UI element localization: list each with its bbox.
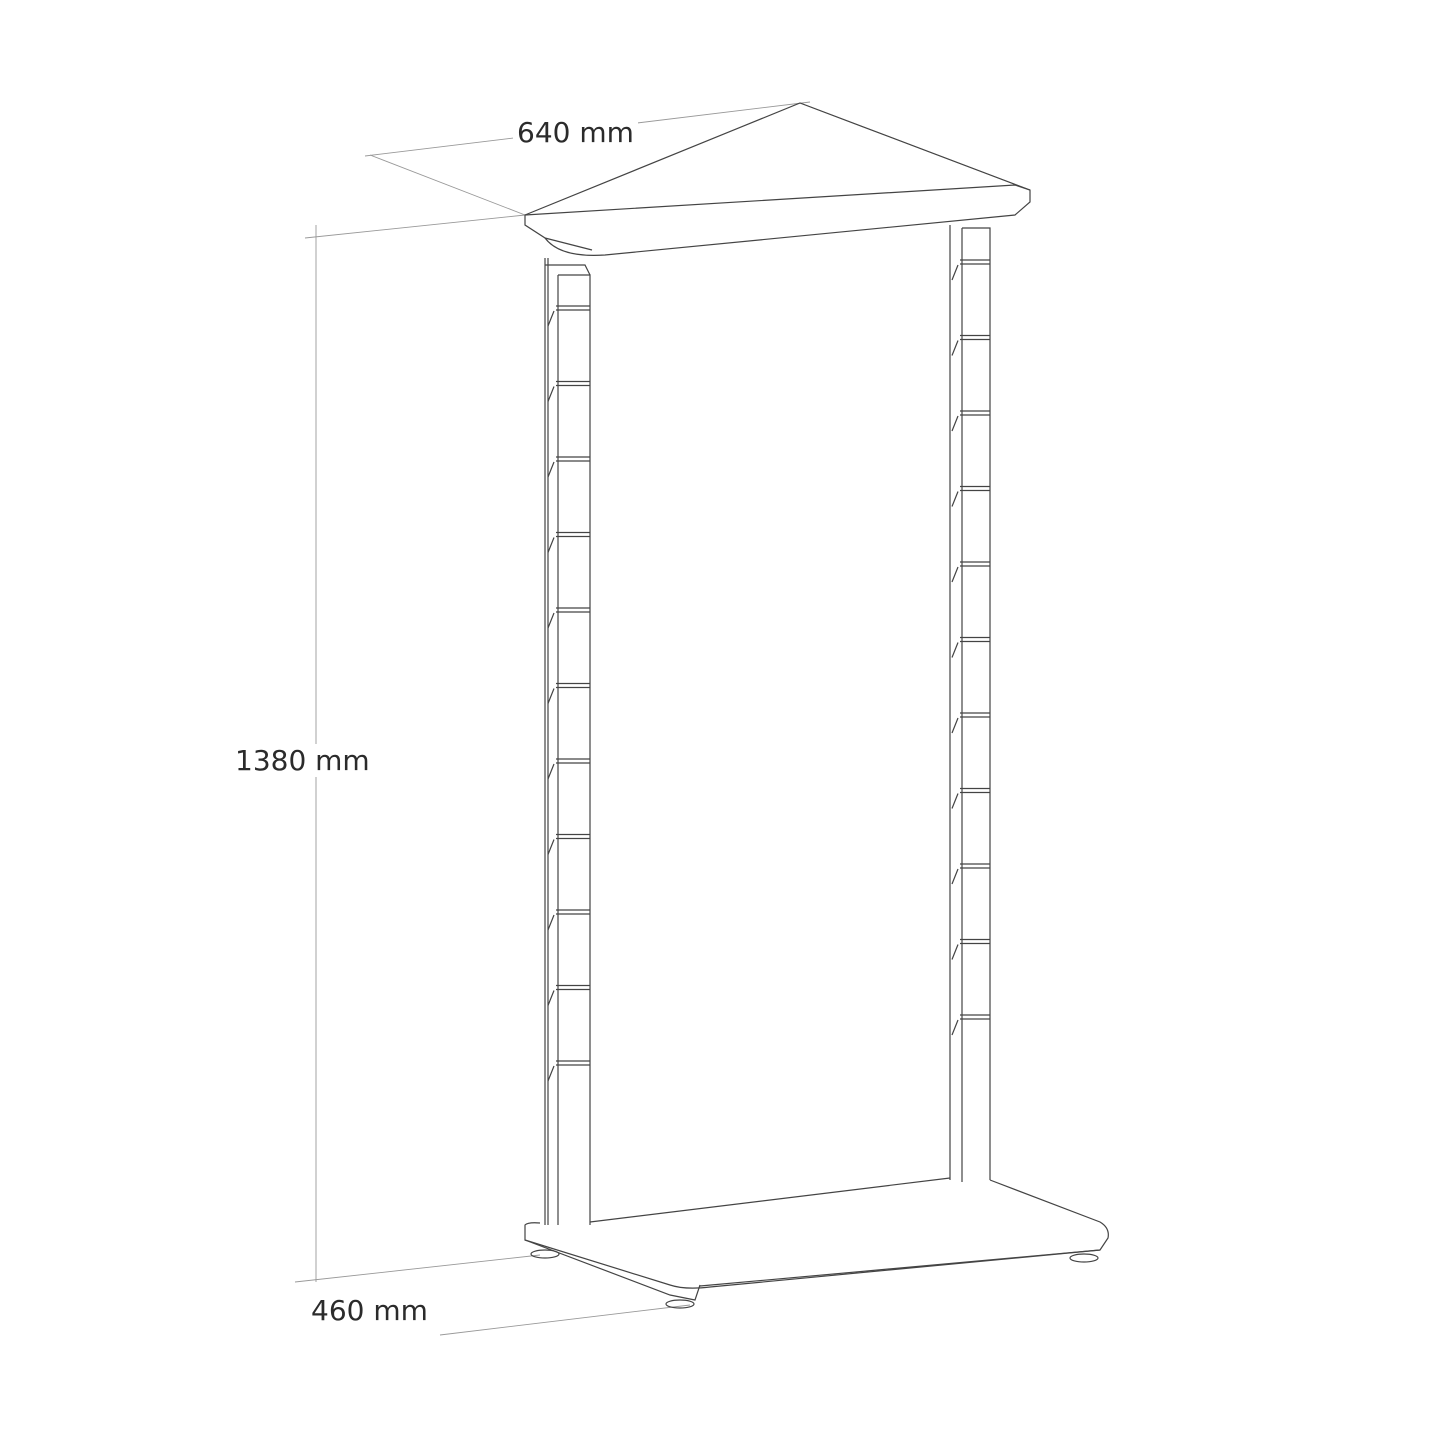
post-slot [951,410,990,432]
post-slot [951,259,990,281]
post-slot [547,607,590,629]
post-slots [547,259,990,1082]
width-extension-left [369,154,526,216]
post-slot [547,305,590,327]
depth-label: 460 mm [307,1294,432,1327]
post-slot [547,909,590,931]
post-slot [951,863,990,885]
post-slot [951,938,990,960]
post-slot [547,833,590,855]
foot-left-back [530,1249,560,1259]
post-slot [951,787,990,809]
base [524,1177,1109,1309]
foot-right [1069,1253,1099,1263]
post-slot [951,636,990,658]
depth-dimension-line [439,1304,691,1336]
right-post [949,225,991,1182]
left-post [544,258,591,1225]
top-panel [524,102,1031,256]
foot-left-front [665,1299,695,1309]
width-label: 640 mm [513,116,638,149]
post-slot [951,561,990,583]
post-slot [951,334,990,356]
post-slot [547,456,590,478]
post-slot [547,758,590,780]
post-slot [951,712,990,734]
post-slot [547,531,590,553]
post-slot [547,984,590,1006]
height-extension-top [304,214,526,239]
post-slot [547,682,590,704]
post-slot [951,1014,990,1036]
height-label: 1380 mm [231,744,374,777]
post-slot [547,1060,590,1082]
post-slot [547,380,590,402]
post-slot [951,485,990,507]
dimension-lines [294,101,1031,1336]
height-extension-bottom [294,1254,541,1283]
